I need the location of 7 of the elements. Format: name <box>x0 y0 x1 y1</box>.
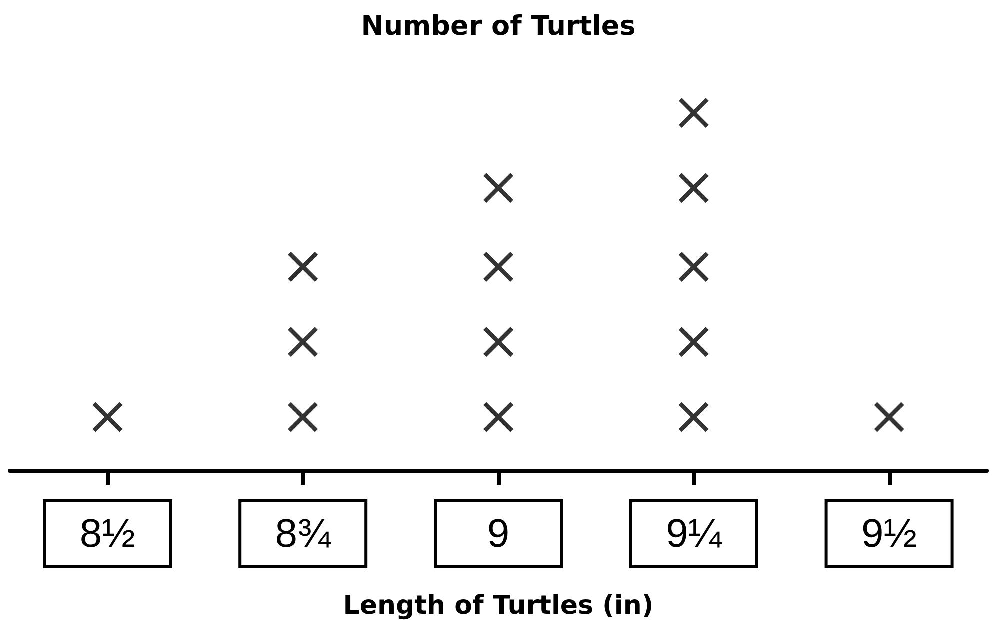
x-tick-label: 8¾ <box>275 512 332 556</box>
x-tick-label: 9½ <box>861 512 918 556</box>
x-tick-label: 9¼ <box>666 512 722 556</box>
chart-title: Number of Turtles <box>361 11 636 42</box>
x-tick-label: 8½ <box>80 512 136 556</box>
x-tick-label: 9 <box>487 512 510 556</box>
x-axis-title: Length of Turtles (in) <box>343 591 654 621</box>
